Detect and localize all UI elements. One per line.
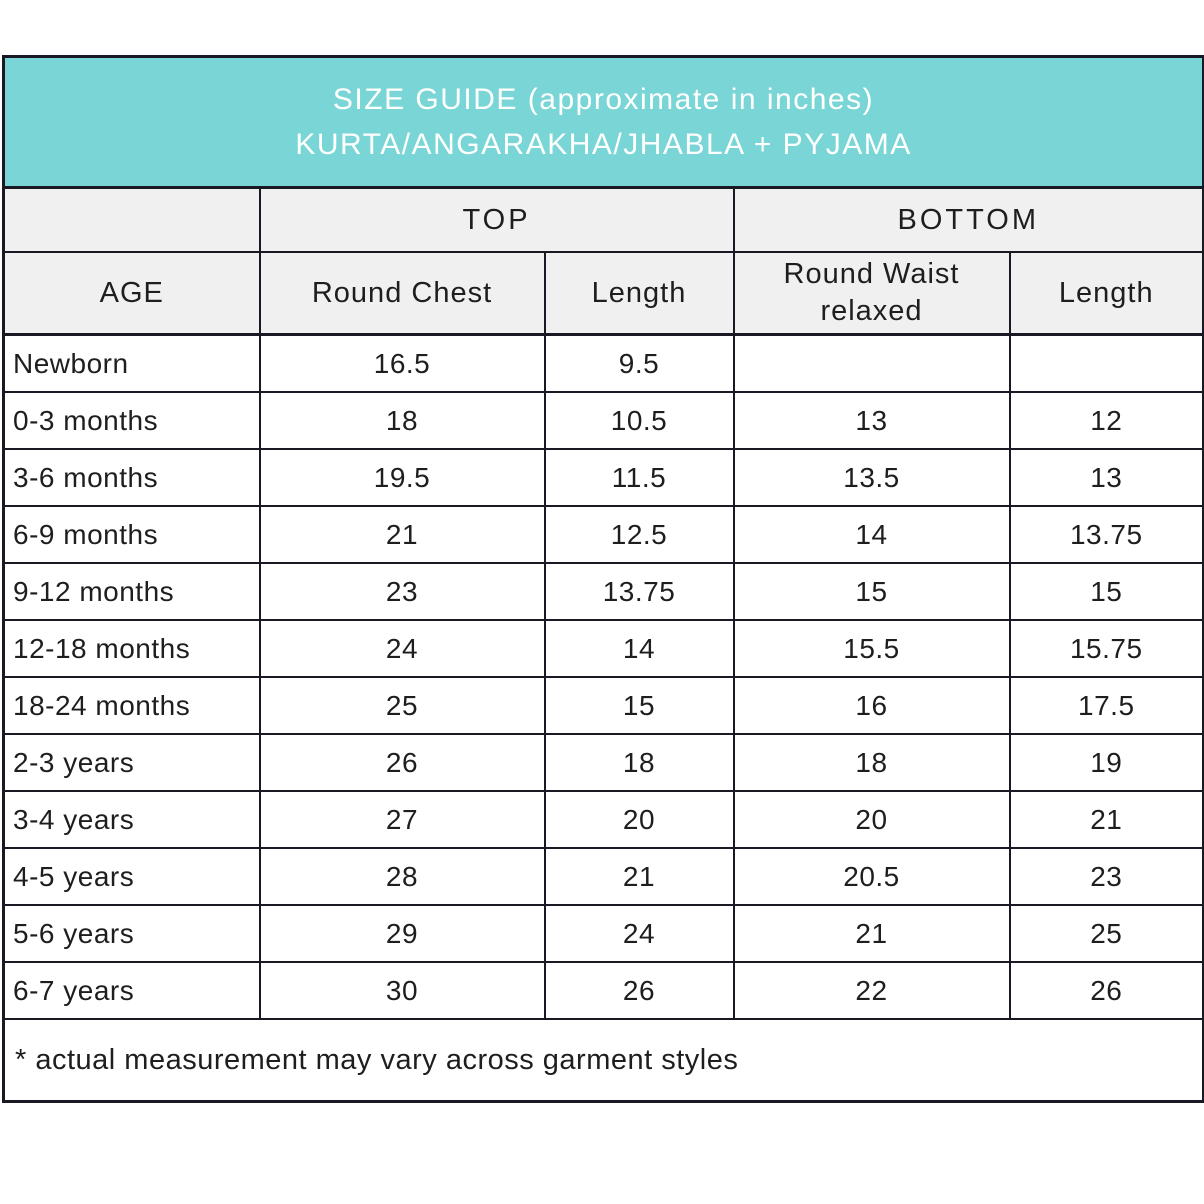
column-header-row: AGE Round Chest Length Round Waist relax… <box>2 251 1204 336</box>
column-header-round-waist: Round Waist relaxed <box>732 251 1011 336</box>
title-banner-row: SIZE GUIDE (approximate in inches) KURTA… <box>2 55 1204 189</box>
round-waist-cell: 15 <box>732 562 1011 621</box>
round-chest-cell: 21 <box>258 505 546 564</box>
round-chest-cell: 30 <box>258 961 546 1020</box>
footnote: * actual measurement may vary across gar… <box>2 1018 1204 1103</box>
round-chest-cell: 29 <box>258 904 546 963</box>
bottom-length-cell: 15.75 <box>1008 619 1204 678</box>
age-cell: 6-9 months <box>2 505 261 564</box>
top-length-cell: 9.5 <box>543 333 735 393</box>
bottom-length-cell: 21 <box>1008 790 1204 849</box>
table-row: 3-6 months 19.5 11.5 13.5 13 <box>2 448 1204 507</box>
age-cell: 18-24 months <box>2 676 261 735</box>
age-cell: 12-18 months <box>2 619 261 678</box>
top-length-cell: 20 <box>543 790 735 849</box>
bottom-length-cell: 13.75 <box>1008 505 1204 564</box>
bottom-length-cell <box>1008 333 1204 393</box>
age-cell: Newborn <box>2 333 261 393</box>
bottom-length-cell: 25 <box>1008 904 1204 963</box>
bottom-length-cell: 26 <box>1008 961 1204 1020</box>
round-waist-cell: 13 <box>732 391 1011 450</box>
column-header-age: AGE <box>2 251 261 336</box>
table-row: 3-4 years 27 20 20 21 <box>2 790 1204 849</box>
age-cell: 5-6 years <box>2 904 261 963</box>
round-chest-cell: 19.5 <box>258 448 546 507</box>
table-row: 9-12 months 23 13.75 15 15 <box>2 562 1204 621</box>
round-chest-cell: 28 <box>258 847 546 906</box>
round-waist-cell: 21 <box>732 904 1011 963</box>
table-row: 6-7 years 30 26 22 26 <box>2 961 1204 1020</box>
bottom-length-cell: 13 <box>1008 448 1204 507</box>
table-row: 5-6 years 29 24 21 25 <box>2 904 1204 963</box>
size-guide-subtitle: KURTA/ANGARAKHA/JHABLA + PYJAMA <box>295 128 912 161</box>
round-waist-cell: 15.5 <box>732 619 1011 678</box>
round-waist-cell: 22 <box>732 961 1011 1020</box>
round-chest-cell: 16.5 <box>258 333 546 393</box>
top-length-cell: 24 <box>543 904 735 963</box>
age-cell: 4-5 years <box>2 847 261 906</box>
group-header-row: TOP BOTTOM <box>2 186 1204 253</box>
size-guide-table: SIZE GUIDE (approximate in inches) KURTA… <box>2 55 1204 1103</box>
age-cell: 6-7 years <box>2 961 261 1020</box>
top-length-cell: 18 <box>543 733 735 792</box>
table-row: 0-3 months 18 10.5 13 12 <box>2 391 1204 450</box>
column-header-round-chest: Round Chest <box>258 251 546 336</box>
table-row: Newborn 16.5 9.5 <box>2 333 1204 393</box>
round-waist-cell: 13.5 <box>732 448 1011 507</box>
top-length-cell: 11.5 <box>543 448 735 507</box>
table-row: 4-5 years 28 21 20.5 23 <box>2 847 1204 906</box>
round-waist-cell: 16 <box>732 676 1011 735</box>
bottom-length-cell: 12 <box>1008 391 1204 450</box>
top-length-cell: 15 <box>543 676 735 735</box>
bottom-length-cell: 23 <box>1008 847 1204 906</box>
age-cell: 3-4 years <box>2 790 261 849</box>
round-waist-cell: 20.5 <box>732 847 1011 906</box>
top-length-cell: 21 <box>543 847 735 906</box>
age-cell: 2-3 years <box>2 733 261 792</box>
group-header-bottom: BOTTOM <box>732 186 1204 253</box>
age-cell: 0-3 months <box>2 391 261 450</box>
age-cell: 3-6 months <box>2 448 261 507</box>
round-chest-cell: 25 <box>258 676 546 735</box>
bottom-length-cell: 17.5 <box>1008 676 1204 735</box>
round-chest-cell: 27 <box>258 790 546 849</box>
table-row: 18-24 months 25 15 16 17.5 <box>2 676 1204 735</box>
age-cell: 9-12 months <box>2 562 261 621</box>
round-chest-cell: 24 <box>258 619 546 678</box>
top-length-cell: 10.5 <box>543 391 735 450</box>
table-row: 2-3 years 26 18 18 19 <box>2 733 1204 792</box>
bottom-length-cell: 19 <box>1008 733 1204 792</box>
column-header-top-length: Length <box>543 251 735 336</box>
bottom-length-cell: 15 <box>1008 562 1204 621</box>
table-row: 12-18 months 24 14 15.5 15.75 <box>2 619 1204 678</box>
round-chest-cell: 18 <box>258 391 546 450</box>
round-waist-cell <box>732 333 1011 393</box>
title-banner: SIZE GUIDE (approximate in inches) KURTA… <box>2 55 1204 189</box>
round-waist-cell: 20 <box>732 790 1011 849</box>
table-row: 6-9 months 21 12.5 14 13.75 <box>2 505 1204 564</box>
top-length-cell: 26 <box>543 961 735 1020</box>
group-header-spacer <box>2 186 261 253</box>
top-length-cell: 12.5 <box>543 505 735 564</box>
round-waist-cell: 14 <box>732 505 1011 564</box>
footnote-row: * actual measurement may vary across gar… <box>2 1018 1204 1103</box>
top-length-cell: 14 <box>543 619 735 678</box>
column-header-bottom-length: Length <box>1008 251 1204 336</box>
round-waist-cell: 18 <box>732 733 1011 792</box>
round-chest-cell: 23 <box>258 562 546 621</box>
top-length-cell: 13.75 <box>543 562 735 621</box>
round-chest-cell: 26 <box>258 733 546 792</box>
size-guide-title: SIZE GUIDE (approximate in inches) <box>332 83 875 116</box>
group-header-top: TOP <box>258 186 735 253</box>
